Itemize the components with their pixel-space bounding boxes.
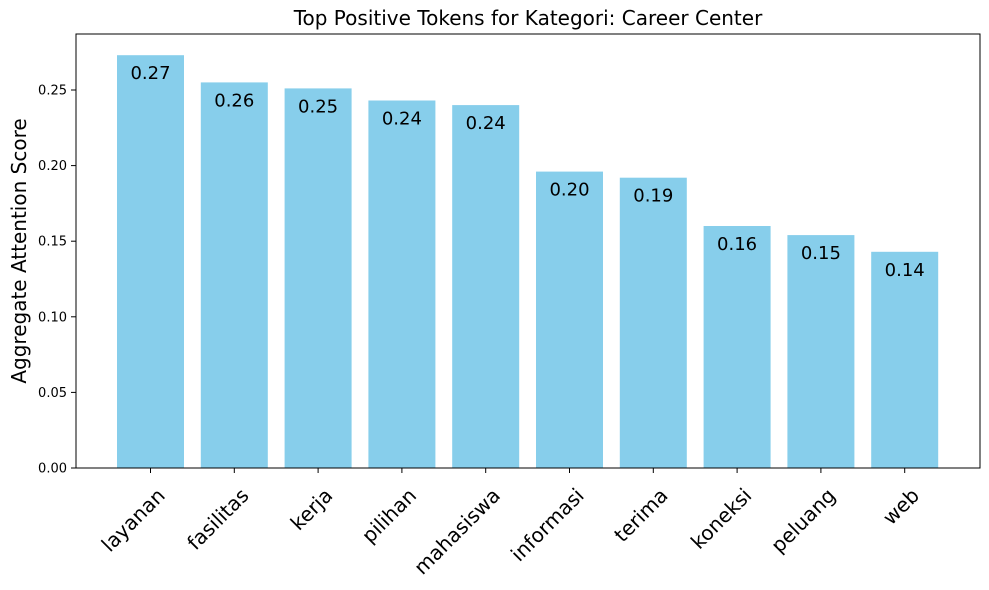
data-label: 0.27 (130, 63, 170, 84)
plot-frame (75, 33, 981, 469)
x-tick-label: kerja (286, 483, 338, 535)
x-tick-label: fasilitas (182, 483, 253, 554)
y-axis-label: Aggregate Attention Score (7, 118, 31, 383)
data-label: 0.15 (801, 243, 841, 264)
chart-title: Top Positive Tokens for Kategori: Career… (293, 6, 763, 30)
bar-fasilitas (200, 82, 268, 469)
data-label: 0.20 (549, 180, 589, 201)
data-label: 0.19 (633, 186, 673, 207)
x-tick-label: pilihan (357, 483, 421, 547)
data-label: 0.24 (382, 109, 422, 130)
data-label: 0.24 (466, 113, 506, 134)
bar-terima (619, 177, 687, 468)
y-tick-label: 0.10 (38, 310, 67, 325)
x-tick-label: web (878, 483, 924, 529)
bar-koneksi (703, 226, 771, 468)
data-label: 0.16 (717, 234, 757, 255)
bar-layanan (117, 55, 184, 468)
x-tick-label: informasi (506, 483, 589, 566)
y-tick-label: 0.05 (38, 386, 67, 401)
bar-web (871, 251, 939, 468)
bar-informasi (536, 171, 603, 468)
x-tick-label: mahasiswa (409, 483, 505, 579)
bar-pilihan (368, 100, 436, 468)
data-label: 0.26 (214, 90, 254, 111)
y-tick-label: 0.00 (38, 462, 67, 477)
y-tick-label: 0.25 (38, 84, 67, 99)
data-label: 0.14 (885, 260, 925, 281)
y-axis: 0.00 0.05 0.10 0.15 0.20 0.25 (38, 84, 76, 477)
bar-mahasiswa (452, 105, 520, 468)
data-labels-layer: 0.27 0.26 0.25 0.24 0.24 0.20 0.19 0.16 0.15 0.14 (130, 63, 924, 281)
bar-kerja (284, 88, 352, 469)
bars-layer (117, 55, 939, 469)
x-tick-label: peluang (766, 483, 840, 557)
data-label: 0.25 (298, 96, 338, 117)
x-tick-label: koneksi (686, 483, 756, 553)
bar-peluang (787, 235, 855, 468)
y-tick-label: 0.15 (38, 235, 67, 250)
x-tick-label: layanan (97, 483, 170, 556)
x-tick-label: terima (609, 483, 672, 546)
y-tick-label: 0.20 (38, 159, 67, 174)
